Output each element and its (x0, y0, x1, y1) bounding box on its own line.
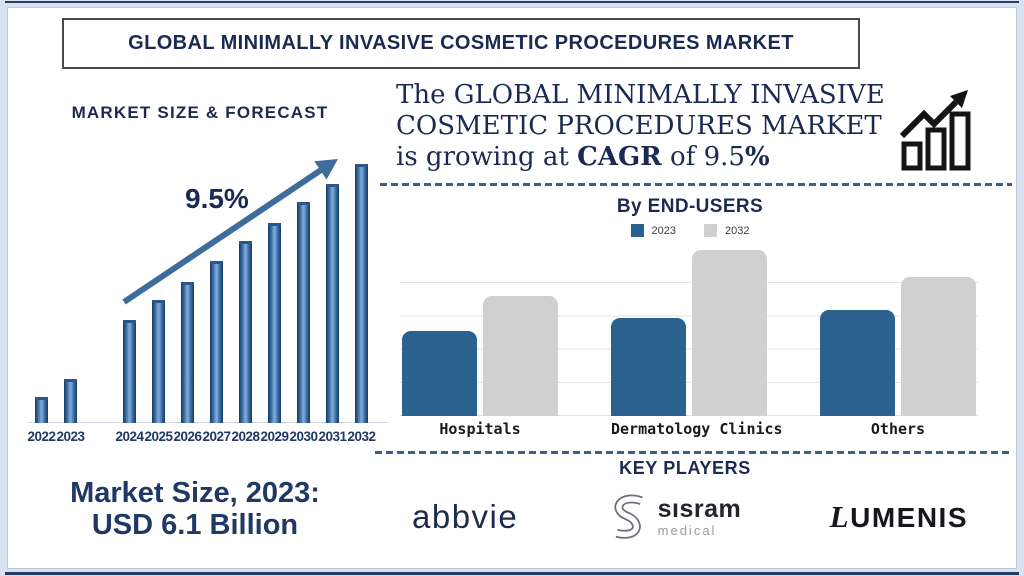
end-users-heading: By END-USERS (616, 196, 764, 217)
end-users-bar-dermatology-clinics-2023 (611, 318, 686, 416)
forecast-heading: MARKET SIZE & FORECAST (71, 103, 329, 122)
forecast-bar-2028 (239, 241, 252, 423)
market-size-note: Market Size, 2023: USD 6.1 Billion (15, 477, 375, 541)
forecast-bar-2024 (123, 320, 136, 423)
forecast-bar-group-2030: 2030 (289, 202, 318, 448)
forecast-bar-group-2031: 2031 (318, 184, 347, 448)
end-users-bar-dermatology-clinics-2032 (692, 250, 767, 416)
forecast-year-label-2022: 2022 (27, 429, 56, 444)
forecast-bar-2025 (152, 300, 165, 423)
forecast-bar-group-2029: 2029 (260, 223, 289, 448)
forecast-bar-group-2026: 2026 (173, 282, 202, 448)
dashed-separator-bottom (375, 451, 1012, 454)
cagr-statement: The GLOBAL MINIMALLY INVASIVE COSMETIC P… (396, 80, 906, 173)
end-users-label-dermatology-clinics: Dermatology Clinics (611, 420, 783, 438)
end-users-group-hospitals (402, 250, 558, 416)
forecast-bar-2029 (268, 223, 281, 423)
legend-label-2032: 2032 (725, 224, 750, 237)
end-users-bar-others-2023 (820, 309, 895, 416)
market-size-note-line2: USD 6.1 Billion (91, 509, 299, 541)
forecast-bar-2030 (297, 202, 310, 423)
end-users-label-hospitals: Hospitals (439, 420, 521, 438)
forecast-bar-group-2032: 2032 (347, 164, 376, 448)
forecast-bar-2026 (181, 282, 194, 423)
forecast-bar-group-2024: 2024 (115, 320, 144, 448)
forecast-year-label-2032: 2032 (347, 429, 376, 444)
forecast-year-label-2031: 2031 (318, 429, 347, 444)
forecast-year-label-2026: 2026 (173, 429, 202, 444)
frame-top-line (5, 1, 1019, 3)
forecast-bar-2022 (35, 397, 48, 423)
legend-item-2032: 2032 (704, 224, 749, 237)
sisram-name: sısram (657, 495, 742, 523)
end-users-bar-hospitals-2023 (402, 331, 477, 416)
end-users-bar-hospitals-2032 (483, 296, 558, 416)
forecast-year-label-2028: 2028 (231, 429, 260, 444)
end-users-category-labels: Hospitals Dermatology Clinics Others (400, 420, 978, 438)
forecast-year-label-2027: 2027 (202, 429, 231, 444)
legend-label-2023: 2023 (651, 224, 676, 237)
forecast-bar-group-2022: 2022 (27, 397, 56, 448)
end-users-plot (400, 250, 978, 416)
forecast-bar-group-2028: 2028 (231, 241, 260, 448)
forecast-year-label-2029: 2029 (260, 429, 289, 444)
forecast-bars: 2022 2023 2024 2025 2026 2027 2028 2029 2030 2031… (20, 150, 392, 448)
forecast-bar-group-2027: 2027 (202, 261, 231, 448)
forecast-bar-2027 (210, 261, 223, 423)
forecast-baseline (28, 422, 388, 423)
end-users-group-dermatology-clinics (611, 250, 767, 416)
end-users-legend: 2023 2032 (400, 224, 980, 237)
end-users-group-others (820, 250, 976, 416)
forecast-bar-2023 (64, 379, 77, 423)
sisram-logo: sısram medical (607, 491, 742, 543)
forecast-year-label-2024: 2024 (115, 429, 144, 444)
cagr-statement-line3: is growing at CAGR of 9.5% (396, 142, 770, 172)
forecast-year-label-2023: 2023 (56, 429, 85, 444)
end-users-label-others: Others (870, 420, 926, 438)
sisram-s-icon (614, 494, 643, 539)
legend-swatch-2032 (704, 224, 717, 237)
page-title: GLOBAL MINIMALLY INVASIVE COSMETIC PROCE… (128, 32, 794, 54)
legend-swatch-2023 (630, 224, 644, 237)
market-size-note-line1: Market Size, 2023: (70, 477, 320, 509)
dashed-separator-top (380, 183, 1012, 186)
cagr-statement-line2: COSMETIC PROCEDURES MARKET (396, 111, 882, 141)
cagr-annotation: 9.5% (185, 183, 249, 214)
cagr-statement-line1: The GLOBAL MINIMALLY INVASIVE (396, 80, 885, 110)
frame-bottom-line (5, 572, 1019, 575)
growth-arrow (122, 159, 338, 305)
forecast-year-label-2030: 2030 (289, 429, 318, 444)
growth-chart-icon (899, 90, 971, 171)
legend-item-2023: 2023 (630, 224, 676, 237)
forecast-bar-2031 (326, 184, 339, 423)
forecast-bar-2032 (355, 164, 368, 423)
forecast-bar-group-2025: 2025 (144, 300, 173, 448)
key-players-row: abbvie sısram medical LUMENIS (390, 488, 990, 546)
end-users-bar-others-2032 (901, 276, 976, 416)
forecast-year-label-2025: 2025 (144, 429, 173, 444)
abbvie-logo: abbvie (412, 498, 519, 535)
forecast-bar-group-2023: 2023 (56, 379, 85, 448)
lumenis-logo: LUMENIS (829, 499, 968, 534)
key-players-heading: KEY PLAYERS (619, 458, 751, 478)
sisram-sub: medical (657, 523, 717, 538)
title-banner: GLOBAL MINIMALLY INVASIVE COSMETIC PROCE… (62, 18, 860, 69)
forecast-chart: 2022 2023 2024 2025 2026 2027 2028 2029 2030 2031… (20, 150, 392, 448)
